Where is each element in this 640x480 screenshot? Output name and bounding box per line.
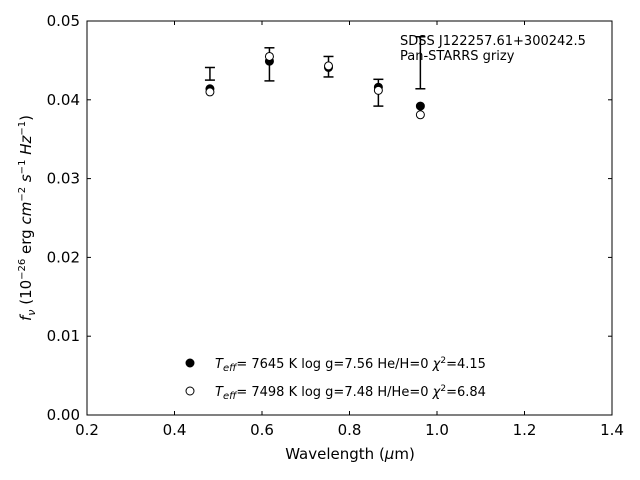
model-point-open	[264, 51, 274, 61]
error-bar	[204, 66, 215, 81]
legend-entry: Teff= 7498 K log g=7.48 H/He=0 χ2=6.84	[215, 384, 486, 402]
x-tick-label: 1.4	[600, 421, 624, 439]
legend: Teff= 7645 K log g=7.56 He/H=0 χ2=4.15 Te…	[185, 356, 486, 402]
x-tick-label: 0.8	[338, 421, 362, 439]
y-tick-label: 0.02	[47, 248, 80, 266]
y-tick-label: 0.00	[47, 406, 80, 424]
model-point-open	[324, 61, 333, 71]
legend-entry: Teff= 7645 K log g=7.56 He/H=0 χ2=4.15	[215, 356, 486, 374]
y-axis-label: fν (10−26 erg cm−2 s−1 Hz−1)	[17, 115, 38, 321]
model-point-filled	[415, 101, 425, 111]
x-tick-label: 1.2	[513, 421, 537, 439]
legend-marker-open	[185, 386, 195, 396]
x-tick-label: 0.2	[75, 421, 99, 439]
y-tick-label: 0.04	[47, 91, 80, 109]
y-tick-label: 0.01	[47, 327, 80, 345]
legend-marker-filled	[185, 358, 195, 368]
x-tick-label: 1.0	[425, 421, 449, 439]
x-tick-label: 0.4	[163, 421, 187, 439]
model-point-open	[205, 87, 215, 97]
annotation-object-name: SDSS J122257.61+300242.5	[400, 34, 586, 49]
model-point-open	[373, 85, 383, 95]
annotation-survey-name: Pan-STARRS grizy	[400, 49, 515, 64]
error-bar	[415, 36, 426, 90]
x-tick-label: 0.6	[250, 421, 274, 439]
plot-frame	[86, 20, 613, 416]
y-tick-label: 0.03	[47, 170, 80, 188]
model-point-open	[415, 110, 425, 120]
x-axis-label: Wavelength (μm)	[285, 445, 415, 463]
y-tick-label: 0.05	[47, 12, 80, 30]
